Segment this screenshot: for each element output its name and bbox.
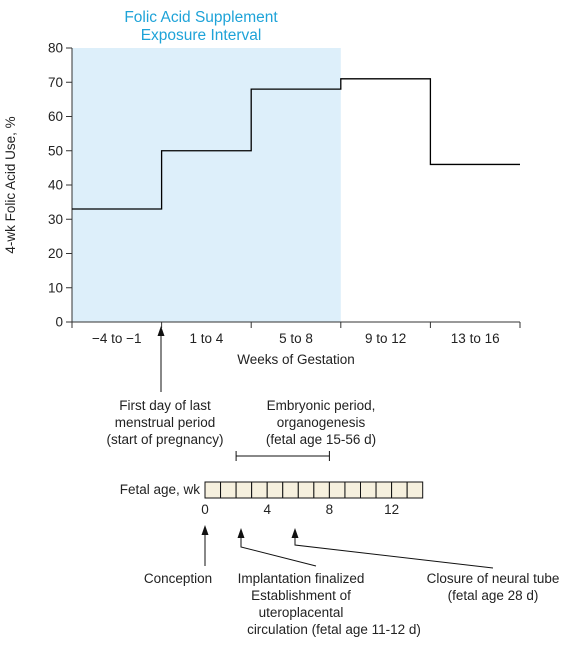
fetal-age-cell [360,481,377,499]
arrow-up-icon [237,528,245,538]
x-tick-label: 9 to 12 [365,331,406,346]
embryonic-line-1: Embryonic period, [267,398,376,413]
fetal-age-cell [344,481,362,499]
fetal-age-tick-label: 12 [384,502,399,517]
neural-tube-line-2: (fetal age 28 d) [448,588,539,603]
neural-tube-line-1: Closure of neural tube [427,571,560,586]
exposure-interval-shading [72,48,341,322]
fetal-age-cell [266,481,284,499]
fetal-age-cell [375,481,393,499]
y-tick-label: 0 [55,315,63,330]
series-line [72,78,520,210]
y-tick-label: 70 [48,75,63,90]
embryonic-line-2: organogenesis [277,415,366,430]
implantation-line-3: uteroplacental [259,605,344,620]
fetal-age-tick-label: 4 [263,502,271,517]
fetal-age-cell [235,481,253,499]
fetal-age-cell [204,481,222,499]
lmp-line-2: menstrual period [115,415,216,430]
y-axis-label: 4-wk Folic Acid Use, % [3,116,18,253]
embryonic-span-bracket [235,451,330,461]
arrow-up-icon [291,528,299,538]
fetal-age-bar [204,481,424,499]
fetal-age-cell [391,481,408,499]
y-tick-label: 10 [48,280,63,295]
x-tick-label: 13 to 16 [451,331,500,346]
neural-tube-annotation: Closure of neural tube (fetal age 28 d) [291,528,560,603]
x-tick-label: 1 to 4 [190,331,224,346]
embryonic-annotation: Embryonic period, organogenesis (fetal a… [235,398,376,461]
fetal-age-ticks: 0 4 8 12 [201,502,399,517]
fetal-age-cell [297,481,315,499]
fetal-age-cell [251,481,268,499]
chart-title-line-2: Exposure Interval [141,27,262,44]
y-tick-label: 40 [48,178,63,193]
implantation-line-4: circulation (fetal age 11-12 d) [247,622,421,637]
fetal-age-tick-label: 0 [201,502,209,517]
fetal-age-label: Fetal age, wk [120,482,201,497]
y-tick-label: 20 [48,246,63,261]
conception-label: Conception [144,571,212,586]
embryonic-line-3: (fetal age 15-56 d) [266,432,376,447]
conception-annotation: Conception [144,525,212,586]
y-tick-label: 60 [48,109,63,124]
y-axis: 0 10 20 30 40 50 60 70 80 [48,41,73,330]
fetal-age-cell [313,481,330,499]
fetal-age-cell [406,481,424,499]
fetal-age-cell [328,481,346,499]
x-axis: −4 to −1 1 to 4 5 to 8 9 to 12 13 to 16 [71,321,521,346]
x-tick-label: 5 to 8 [279,331,313,346]
arrow-up-icon [201,525,209,535]
implantation-line-1: Implantation finalized [238,571,365,586]
x-tick-label: −4 to −1 [92,331,142,346]
x-axis-label: Weeks of Gestation [237,352,355,367]
arrow-up-icon [157,326,165,336]
y-tick-label: 80 [48,41,63,56]
implantation-line-2: Establishment of [251,588,351,603]
y-tick-label: 50 [48,143,63,158]
lmp-annotation: First day of last menstrual period (star… [106,326,224,447]
fetal-age-cell [282,481,299,499]
chart-title-line-1: Folic Acid Supplement [124,9,278,26]
fetal-age-tick-label: 8 [326,502,334,517]
lmp-line-1: First day of last [119,398,211,413]
y-tick-label: 30 [48,212,63,227]
implantation-annotation: Implantation finalized Establishment of … [237,528,421,637]
lmp-line-3: (start of pregnancy) [106,432,223,447]
fetal-age-cell [220,481,237,499]
